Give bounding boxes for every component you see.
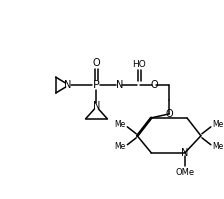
Text: Me: Me — [115, 120, 126, 129]
Text: Me: Me — [212, 120, 223, 129]
Text: HO: HO — [132, 60, 146, 69]
Text: N: N — [181, 148, 189, 158]
Text: O: O — [93, 58, 100, 68]
Text: O: O — [165, 109, 173, 119]
Text: N: N — [116, 80, 123, 90]
Text: P: P — [93, 80, 100, 90]
Text: N: N — [64, 80, 71, 90]
Text: Me: Me — [115, 142, 126, 151]
Text: Me: Me — [212, 142, 223, 151]
Text: OMe: OMe — [175, 168, 195, 177]
Text: O: O — [150, 80, 158, 90]
Text: N: N — [93, 101, 100, 111]
